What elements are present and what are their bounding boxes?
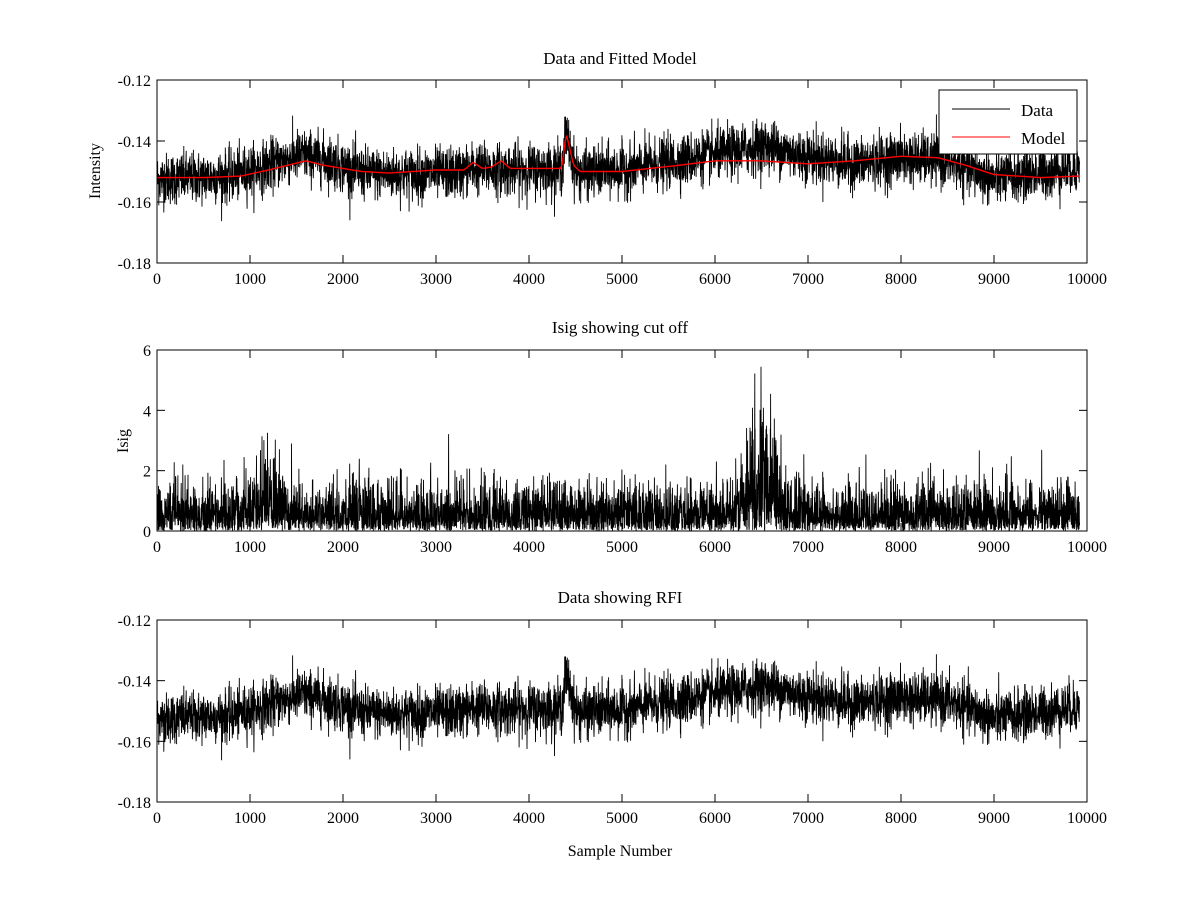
- x-tick-label: 8000: [885, 271, 917, 288]
- x-tick-label: 5000: [606, 539, 638, 556]
- x-tick-label: 4000: [513, 810, 545, 827]
- y-tick-label: -0.14: [118, 674, 151, 691]
- x-tick-label: 10000: [1067, 271, 1107, 288]
- panel3-xlabel: Sample Number: [568, 843, 673, 860]
- x-tick-label: 4000: [513, 539, 545, 556]
- x-tick-label: 8000: [885, 810, 917, 827]
- x-tick-label: 2000: [327, 810, 359, 827]
- legend-box: [938, 89, 1078, 155]
- x-tick-label: 10000: [1067, 539, 1107, 556]
- panel1-ylabel: Intensity: [87, 143, 104, 199]
- panel1-series-model: [157, 135, 1080, 179]
- x-tick-label: 5000: [606, 271, 638, 288]
- y-tick-label: -0.12: [118, 613, 151, 630]
- x-tick-label: 7000: [792, 271, 824, 288]
- panel1-title: Data and Fitted Model: [543, 49, 697, 68]
- x-tick-label: 3000: [420, 271, 452, 288]
- y-tick-label: 0: [143, 524, 151, 541]
- y-tick-label: -0.12: [118, 73, 151, 90]
- y-tick-label: 4: [143, 403, 151, 420]
- panel3-title: Data showing RFI: [558, 588, 683, 607]
- x-tick-label: 6000: [699, 810, 731, 827]
- x-tick-label: 7000: [792, 810, 824, 827]
- panel2-series-isig: [157, 366, 1081, 531]
- x-tick-label: 1000: [234, 810, 266, 827]
- legend-model-label: Model: [1021, 129, 1066, 148]
- legend-data-label: Data: [1021, 101, 1054, 120]
- y-tick-label: 6: [143, 343, 151, 360]
- x-tick-label: 1000: [234, 539, 266, 556]
- panel2-ylabel: Isig: [115, 429, 132, 453]
- y-tick-label: -0.18: [118, 256, 151, 273]
- x-tick-label: 5000: [606, 810, 638, 827]
- x-tick-label: 2000: [327, 539, 359, 556]
- x-tick-label: 6000: [699, 539, 731, 556]
- panel-isig-showing-cut-off: Isig showing cut off Isig 0 1000 2000 3000 4…: [115, 318, 1107, 556]
- x-tick-label: 10000: [1067, 810, 1107, 827]
- x-tick-label: 9000: [978, 810, 1010, 827]
- x-tick-label: 8000: [885, 539, 917, 556]
- x-tick-label: 4000: [513, 271, 545, 288]
- x-tick-label: 3000: [420, 810, 452, 827]
- x-tick-label: 3000: [420, 539, 452, 556]
- panel2-title: Isig showing cut off: [552, 318, 688, 337]
- y-tick-label: -0.16: [118, 195, 151, 212]
- panel3-series-data: [157, 654, 1081, 761]
- panel-data-showing-rfi: Data showing RFI Sample Number 0 1000 2000…: [118, 588, 1107, 860]
- x-tick-label: 7000: [792, 539, 824, 556]
- x-tick-label: 0: [153, 271, 161, 288]
- panel-data-and-fitted-model: Data and Fitted Model Intensity 0 1000 200…: [87, 49, 1107, 288]
- x-tick-label: 2000: [327, 271, 359, 288]
- y-tick-label: -0.16: [118, 734, 151, 751]
- panel1-series-data: [157, 114, 1081, 222]
- x-tick-label: 1000: [234, 271, 266, 288]
- x-tick-label: 0: [153, 539, 161, 556]
- x-tick-label: 9000: [978, 539, 1010, 556]
- y-tick-label: -0.14: [118, 134, 151, 151]
- legend: Data Model: [938, 89, 1078, 155]
- x-tick-label: 9000: [978, 271, 1010, 288]
- y-tick-label: 2: [143, 464, 151, 481]
- x-tick-label: 6000: [699, 271, 731, 288]
- x-tick-label: 0: [153, 810, 161, 827]
- y-tick-label: -0.18: [118, 795, 151, 812]
